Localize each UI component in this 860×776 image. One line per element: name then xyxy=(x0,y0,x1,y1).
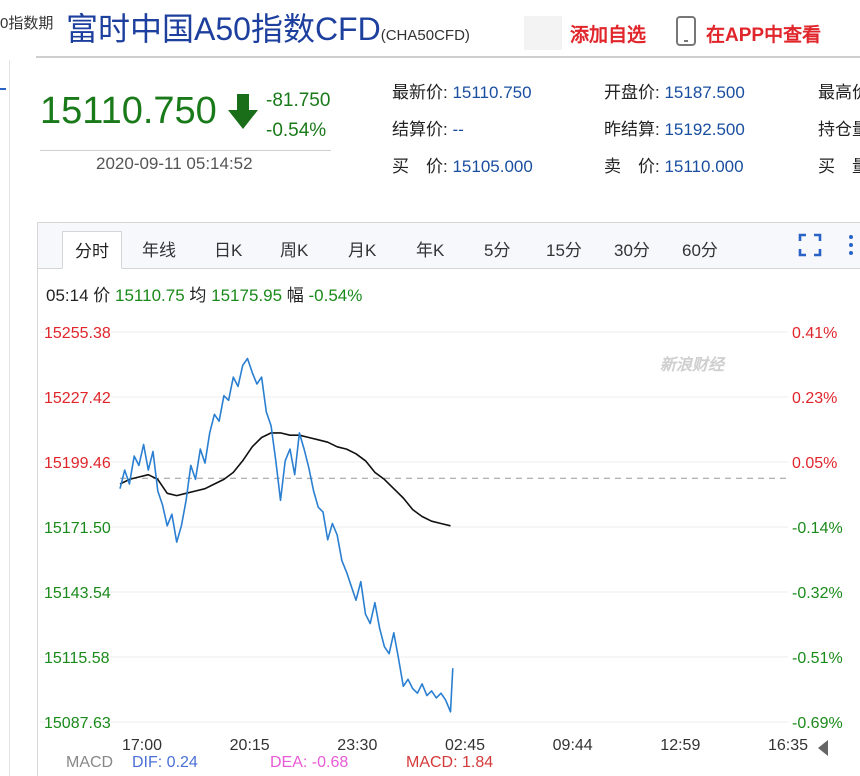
last-price: 15110.750 xyxy=(40,90,217,132)
quote-field-value: 15110.000 xyxy=(659,157,744,176)
tab-period[interactable]: 15分 xyxy=(546,241,582,260)
tab-period[interactable]: 5分 xyxy=(484,241,511,260)
left-rail xyxy=(0,60,10,776)
y-tick-label: 15199.46 xyxy=(44,455,111,472)
header-placeholder xyxy=(524,16,562,50)
info-price: 15110.75 xyxy=(115,286,185,305)
price-change-block: -81.750 -0.54% xyxy=(266,86,330,146)
info-price-label: 价 xyxy=(93,286,111,305)
y-tick-label-pct: 0.23% xyxy=(792,390,837,407)
info-avg-label: 均 xyxy=(189,286,207,305)
quote-field: 开盘价: 15187.500 xyxy=(604,78,745,103)
quote-field-label: 开盘价: xyxy=(604,83,660,102)
quote-field-label: 最新价: xyxy=(392,83,448,102)
quote-field-value: 15187.500 xyxy=(659,83,745,102)
down-arrow-icon xyxy=(228,94,258,129)
info-time: 05:14 xyxy=(46,286,89,305)
x-tick-label: 20:15 xyxy=(230,737,270,754)
y-tick-label-pct: -0.51% xyxy=(792,650,843,667)
fullscreen-icon[interactable] xyxy=(798,233,822,257)
quote-field: 结算价: -- xyxy=(392,115,464,140)
y-tick-label-pct: 0.41% xyxy=(792,325,837,342)
more-icon[interactable] xyxy=(846,233,856,257)
quote-field-value: 15110.750 xyxy=(447,83,532,102)
y-tick-label: 15115.58 xyxy=(44,650,110,667)
header-divider xyxy=(36,56,860,58)
info-avg: 15175.95 xyxy=(211,286,283,305)
quote-field-label: 买 价: xyxy=(392,157,448,176)
x-tick-label: 09:44 xyxy=(553,737,593,754)
page-title: 富时中国A50指数CFD(CHA50CFD) xyxy=(66,4,470,50)
x-tick-label: 16:35 xyxy=(768,737,808,754)
quote-field-value: 15105.000 xyxy=(447,157,533,176)
series-line-price xyxy=(119,357,454,713)
x-tick-label: 12:59 xyxy=(660,737,700,754)
tab-period[interactable]: 分时 xyxy=(62,231,122,269)
quote-field: 最新价: 15110.750 xyxy=(392,78,532,103)
macd-dea: DEA: -0.68 xyxy=(270,754,348,771)
tab-period[interactable]: 日K xyxy=(214,241,243,260)
tab-period[interactable]: 月K xyxy=(348,241,377,260)
macd-name: MACD xyxy=(66,754,113,771)
watermark: 新浪财经 xyxy=(660,357,725,374)
y-tick-label: 15087.63 xyxy=(44,715,111,732)
quote-field: 卖 价: 15110.000 xyxy=(604,152,744,177)
quote-field-value: 15192.500 xyxy=(659,120,745,139)
quote-field: 昨结算: 15192.500 xyxy=(604,115,745,140)
left-rail-marker xyxy=(0,88,6,90)
quote-field-label: 结算价: xyxy=(392,120,448,139)
quote-field-label: 买 量 xyxy=(818,157,860,176)
quote-field-label: 卖 价: xyxy=(604,157,660,176)
price-change: -81.750 xyxy=(266,90,331,111)
y-tick-label: 15171.50 xyxy=(44,520,111,537)
x-tick-label: 17:00 xyxy=(122,737,162,754)
timestamp-divider xyxy=(40,150,331,151)
tab-period[interactable]: 周K xyxy=(280,241,309,260)
quote-field: 持仓量 xyxy=(818,115,860,140)
tab-period[interactable]: 60分 xyxy=(682,241,718,260)
series-line-avg xyxy=(119,432,451,527)
info-amp: -0.54% xyxy=(308,286,363,305)
price-change-pct: -0.54% xyxy=(266,120,327,141)
add-favorite-button[interactable]: 添加自选 xyxy=(570,25,647,46)
macd-dif: DIF: 0.24 xyxy=(132,754,198,771)
y-tick-label-pct: -0.32% xyxy=(792,585,843,602)
quote-field: 买 价: 15105.000 xyxy=(392,152,533,177)
macd-value: MACD: 1.84 xyxy=(406,754,493,771)
phone-icon[interactable] xyxy=(676,16,696,46)
quote-field-label: 持仓量 xyxy=(818,120,860,139)
y-tick-label: 15227.42 xyxy=(44,390,111,407)
y-tick-label-pct: -0.14% xyxy=(792,520,843,537)
crosshair-info: 05:14 价 15110.75 均 15175.95 幅 -0.54% xyxy=(46,281,362,306)
tab-period[interactable]: 30分 xyxy=(614,241,650,260)
y-tick-label-pct: 0.05% xyxy=(792,455,837,472)
quote-field: 买 量 xyxy=(818,152,860,177)
y-tick-label-pct: -0.69% xyxy=(792,715,843,732)
instrument-name: 富时中国A50指数CFD xyxy=(66,11,381,47)
scroll-right-icon xyxy=(818,740,828,756)
info-amp-label: 幅 xyxy=(286,286,304,305)
quote-field-value: -- xyxy=(447,120,464,139)
y-tick-label: 15255.38 xyxy=(44,325,111,342)
breadcrumb-label: 0指数期 xyxy=(0,15,54,32)
breadcrumb[interactable]: 0指数期 xyxy=(0,12,53,33)
quote-field-label: 最高价 xyxy=(818,83,860,102)
quote-field: 最高价 xyxy=(818,78,860,103)
tab-period[interactable]: 年线 xyxy=(142,241,176,260)
open-app-button[interactable]: 在APP中查看 xyxy=(706,25,822,46)
quote-timestamp: 2020-09-11 05:14:52 xyxy=(96,154,253,173)
y-tick-label: 15143.54 xyxy=(44,585,111,602)
x-tick-label: 02:45 xyxy=(445,737,485,754)
instrument-code: (CHA50CFD) xyxy=(380,27,470,44)
chart-panel: 分时 年线 日K 周K 月K 年K 5分 15分 30分 60分 05:14 价 15110.75… xyxy=(37,222,860,776)
x-tick-label: 23:30 xyxy=(337,737,377,754)
tab-period[interactable]: 年K xyxy=(416,241,445,260)
quote-field-label: 昨结算: xyxy=(604,120,660,139)
period-tabs: 分时 年线 日K 周K 月K 年K 5分 15分 30分 60分 xyxy=(38,223,860,269)
